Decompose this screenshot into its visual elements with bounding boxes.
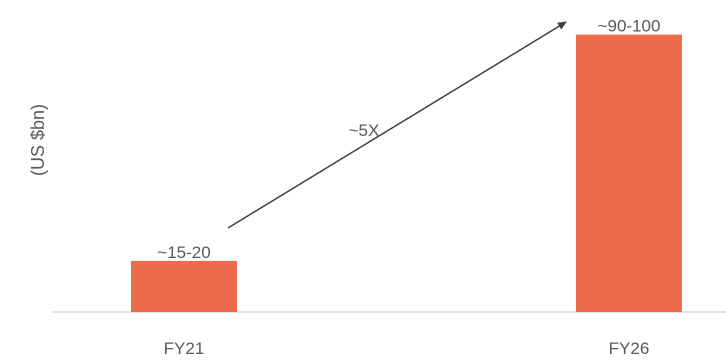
bar-fy26 xyxy=(576,34,682,312)
x-tick-label-fy26: FY26 xyxy=(609,339,650,358)
bar-fy21 xyxy=(131,260,237,312)
data-label-fy21: ~15-20 xyxy=(157,243,210,262)
data-label-fy26: ~90-100 xyxy=(598,17,661,36)
y-axis-label: (US $bn) xyxy=(28,104,48,176)
growth-arrow xyxy=(227,21,567,229)
x-tick-label-fy21: FY21 xyxy=(164,339,205,358)
growth-annotation: ~5X xyxy=(349,121,380,140)
